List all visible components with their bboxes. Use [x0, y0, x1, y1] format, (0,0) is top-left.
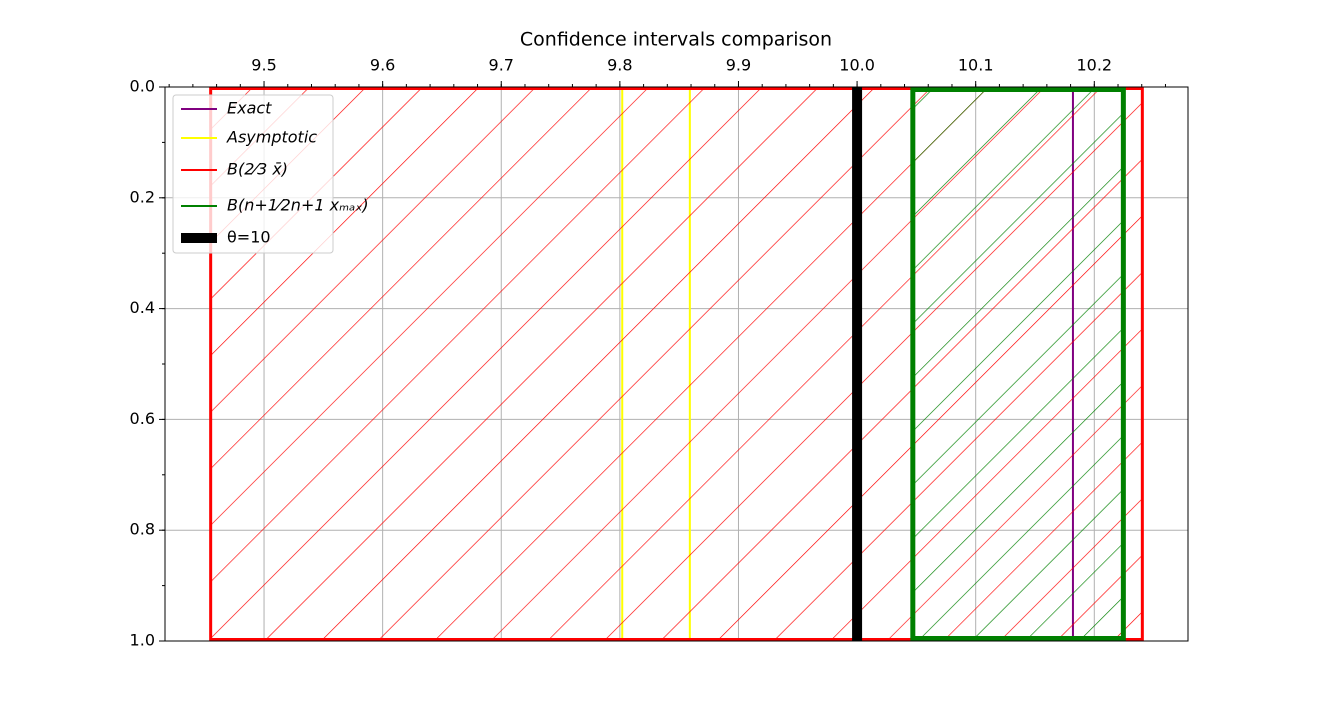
interval-box [910, 87, 1126, 641]
y-tick-label: 0.6 [130, 409, 155, 428]
y-tick-label: 0.0 [130, 77, 155, 96]
legend-label: θ=10 [227, 228, 271, 247]
legend-label: B(2⁄3 x̄) [227, 160, 288, 179]
chart-title: Confidence intervals comparison [520, 29, 832, 51]
x-tick-label: 10.2 [1076, 56, 1112, 75]
x-tick-label: 9.7 [489, 56, 514, 75]
legend-label: Asymptotic [226, 128, 317, 147]
x-tick-label: 9.5 [251, 56, 276, 75]
y-tick-label: 0.4 [130, 298, 155, 317]
y-tick-label: 0.8 [130, 520, 155, 539]
x-tick-label: 9.9 [726, 56, 751, 75]
y-tick-label: 1.0 [130, 631, 155, 650]
plot-frame [164, 86, 1189, 642]
legend-label: Exact [227, 99, 272, 118]
x-tick-label: 10.1 [958, 56, 994, 75]
legend-box [172, 94, 334, 254]
y-tick-label: 0.2 [130, 187, 155, 206]
x-tick-label: 9.8 [607, 56, 632, 75]
x-tick-label: 10.0 [839, 56, 875, 75]
legend-label: B(n+1⁄2n+1 xₘₐₓ) [227, 196, 369, 215]
x-tick-label: 9.6 [370, 56, 395, 75]
